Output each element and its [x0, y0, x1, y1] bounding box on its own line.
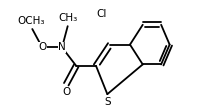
Text: Cl: Cl	[97, 9, 107, 19]
Text: OCH₃: OCH₃	[17, 16, 45, 26]
Text: O: O	[62, 87, 70, 97]
Text: N: N	[58, 42, 66, 52]
Text: O: O	[38, 42, 46, 52]
Text: S: S	[104, 97, 111, 107]
Text: CH₃: CH₃	[58, 13, 77, 23]
